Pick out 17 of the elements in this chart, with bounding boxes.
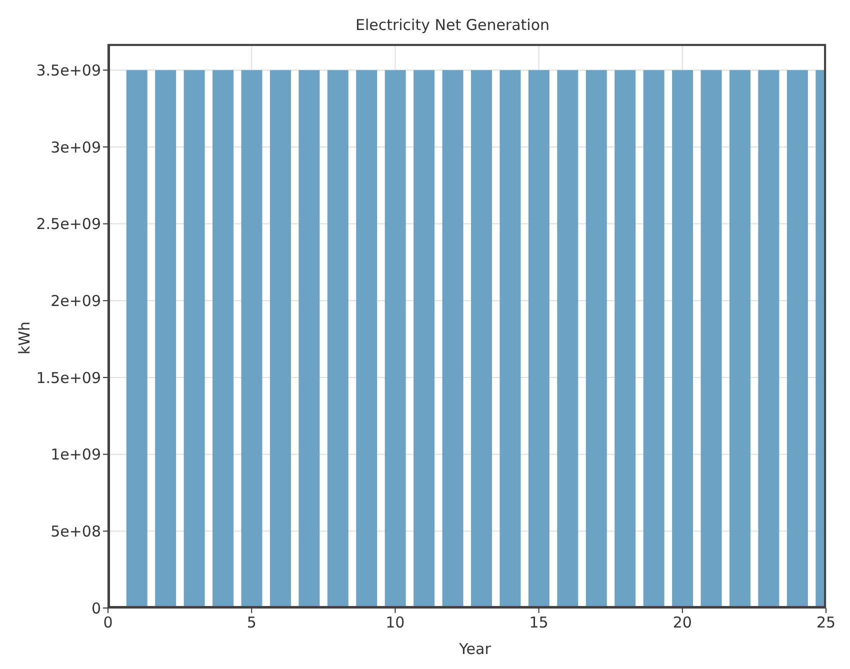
y-tick-label: 3e+09 — [50, 138, 101, 156]
x-tick-label: 25 — [816, 614, 836, 632]
x-tick-label: 15 — [529, 614, 548, 632]
y-tick-label: 1.5e+09 — [36, 368, 101, 387]
y-axis-title: kWh — [16, 321, 34, 355]
y-tick-label: 2.5e+09 — [36, 215, 101, 234]
x-axis-title: Year — [458, 640, 492, 658]
x-tick-label: 20 — [672, 614, 692, 632]
x-tick-label: 5 — [246, 614, 256, 632]
y-tick-label: 5e+08 — [50, 522, 101, 540]
y-tick-label: 0 — [91, 599, 101, 618]
x-tick-label: 0 — [103, 614, 113, 632]
y-tick-label: 3.5e+09 — [36, 61, 101, 80]
y-tick-label: 1e+09 — [50, 446, 101, 464]
x-tick-label: 10 — [386, 614, 405, 632]
y-tick-label: 2e+09 — [50, 292, 101, 310]
chart-title: Electricity Net Generation — [354, 16, 551, 34]
